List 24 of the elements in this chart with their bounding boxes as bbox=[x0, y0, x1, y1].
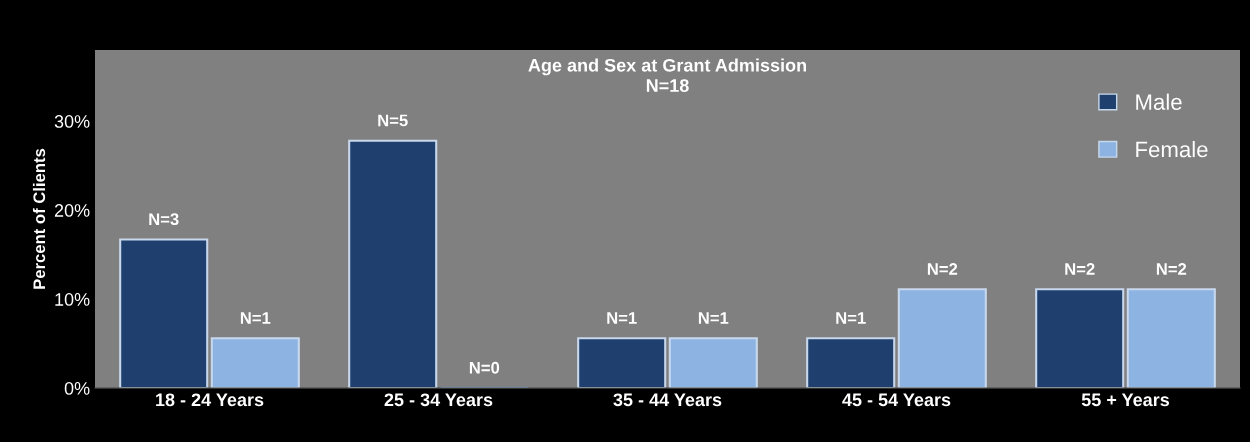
x-tick-label: 18 - 24 Years bbox=[156, 393, 264, 407]
annotation: N=2 bbox=[1065, 263, 1095, 275]
y-tick-label: 20% bbox=[54, 204, 90, 217]
x-tick-label: 45 - 54 Years bbox=[842, 393, 951, 407]
annotation: N=1 bbox=[836, 312, 866, 324]
legend-label: Female bbox=[1136, 141, 1208, 158]
y-tick-label: 10% bbox=[55, 293, 90, 306]
y-tick-label: 30% bbox=[54, 115, 90, 128]
annotation: N=2 bbox=[1156, 263, 1187, 275]
annotation: N=2 bbox=[927, 263, 958, 275]
x-tick-label: 55 + Years bbox=[1081, 393, 1170, 407]
legend-label: Male bbox=[1136, 93, 1182, 110]
annotation: N=3 bbox=[149, 213, 179, 226]
annotation: N=1 bbox=[698, 312, 729, 324]
y-axis-title: Percent of Clients bbox=[32, 148, 46, 289]
annotation: N=1 bbox=[240, 312, 271, 324]
y-tick-label: 0% bbox=[64, 382, 90, 395]
chart-title: Age and Sex at Grant Admission bbox=[528, 58, 807, 76]
x-tick-label: 35 - 44 Years bbox=[613, 393, 722, 407]
annotation: N=1 bbox=[607, 312, 637, 324]
annotation: N=5 bbox=[378, 114, 408, 127]
x-tick-label: 25 - 34 Years bbox=[384, 393, 493, 407]
text: N=18 bbox=[646, 79, 689, 92]
annotation: N=0 bbox=[469, 361, 500, 374]
